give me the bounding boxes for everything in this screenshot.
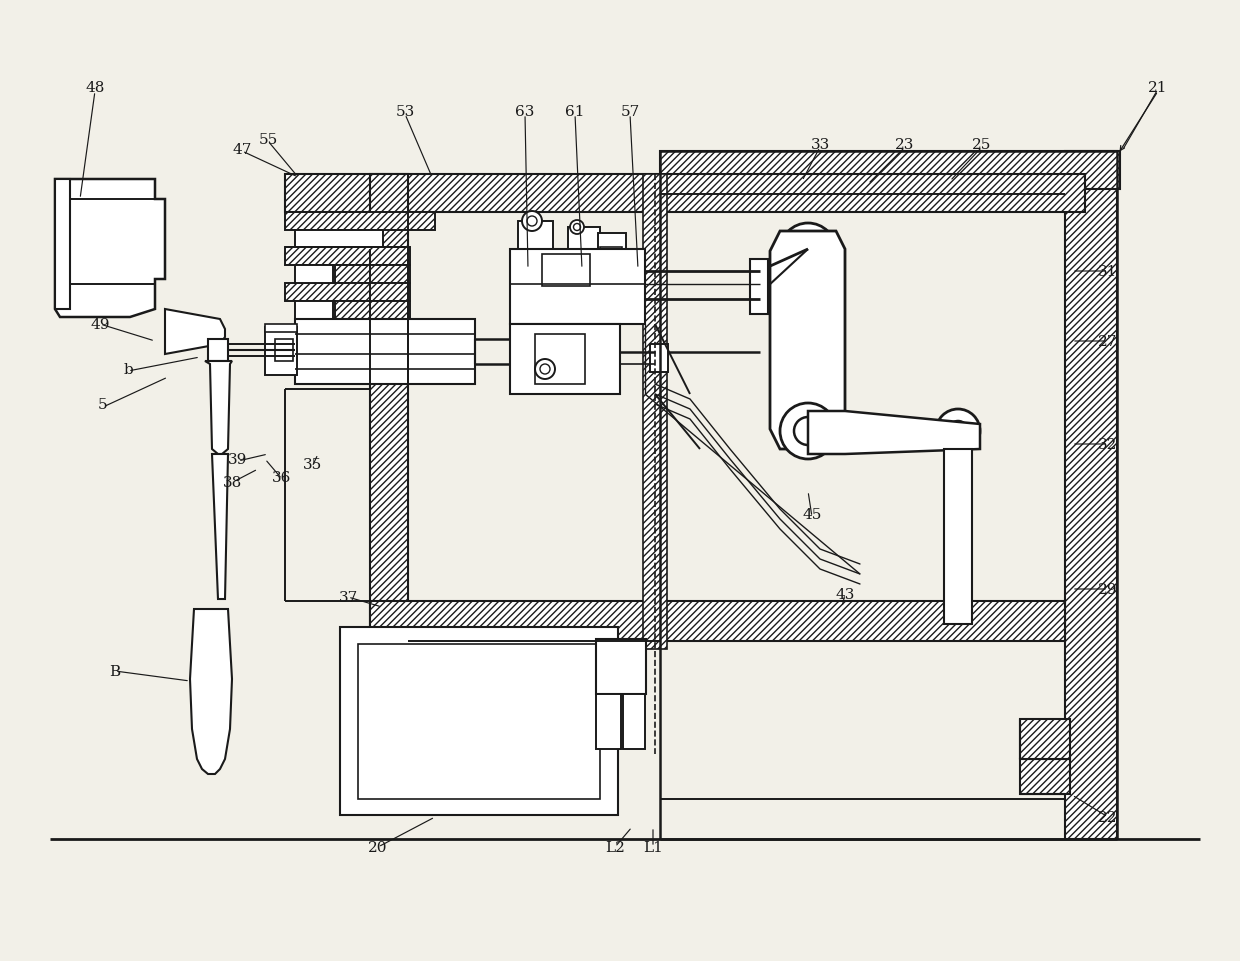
Bar [1021, 759, 1070, 794]
Text: 45: 45 [802, 507, 822, 522]
Text: 48: 48 [86, 81, 104, 95]
Text: 31: 31 [1099, 264, 1117, 279]
Bar [285, 212, 435, 231]
Polygon shape [770, 232, 844, 450]
Bar [600, 248, 622, 262]
Bar [335, 266, 410, 283]
Bar [275, 339, 293, 361]
Bar [534, 334, 585, 384]
Polygon shape [190, 609, 232, 775]
Text: B: B [109, 664, 120, 678]
Circle shape [949, 422, 968, 441]
Bar [208, 339, 228, 361]
Polygon shape [55, 180, 165, 318]
Text: 23: 23 [895, 137, 915, 152]
Bar [944, 450, 972, 625]
Bar [285, 248, 410, 266]
Text: 35: 35 [303, 457, 321, 472]
Polygon shape [212, 455, 228, 600]
Bar [295, 320, 475, 384]
Text: 47: 47 [232, 143, 252, 157]
Text: 25: 25 [972, 137, 992, 152]
Text: 49: 49 [91, 318, 110, 332]
Circle shape [539, 364, 551, 375]
Circle shape [936, 409, 980, 454]
Bar [335, 302, 410, 320]
Text: 38: 38 [223, 476, 243, 489]
Bar [598, 234, 626, 252]
Bar [265, 328, 298, 376]
Text: 22: 22 [1099, 810, 1117, 825]
Bar [510, 250, 645, 325]
Bar [55, 180, 69, 309]
Bar [510, 325, 620, 395]
Text: 32: 32 [1099, 437, 1117, 452]
Circle shape [794, 418, 822, 446]
Circle shape [573, 224, 580, 232]
Bar [660, 152, 1120, 190]
Text: 57: 57 [620, 105, 640, 119]
Text: 20: 20 [368, 840, 388, 854]
Bar [596, 694, 621, 750]
Bar [1065, 152, 1117, 839]
Bar [265, 325, 298, 333]
Text: 5: 5 [98, 398, 108, 411]
Text: 43: 43 [836, 587, 854, 602]
Circle shape [534, 359, 556, 380]
Bar [285, 175, 1085, 212]
Circle shape [794, 237, 822, 266]
Text: L1: L1 [644, 840, 663, 854]
Bar [340, 628, 618, 815]
Bar [295, 266, 334, 283]
Text: 63: 63 [516, 105, 534, 119]
Bar [1021, 719, 1070, 759]
Bar [568, 228, 600, 250]
Text: 21: 21 [1148, 81, 1168, 95]
Bar [542, 255, 590, 286]
Text: 53: 53 [396, 105, 414, 119]
Circle shape [780, 404, 836, 459]
Text: 36: 36 [273, 471, 291, 484]
Bar [370, 602, 1065, 641]
Circle shape [527, 217, 537, 227]
Circle shape [570, 221, 584, 234]
Polygon shape [205, 361, 232, 455]
Text: 29: 29 [1099, 582, 1117, 597]
Text: 37: 37 [339, 590, 357, 604]
Bar [295, 302, 334, 320]
Bar [644, 175, 667, 650]
Text: 27: 27 [1099, 334, 1117, 349]
Bar [622, 694, 645, 750]
Bar [358, 644, 600, 800]
Text: 39: 39 [228, 453, 248, 466]
Bar [596, 639, 646, 694]
Text: 61: 61 [565, 105, 585, 119]
Bar [370, 175, 408, 650]
Bar [750, 259, 768, 314]
Bar [285, 283, 410, 302]
Text: 33: 33 [811, 137, 830, 152]
Circle shape [780, 224, 836, 280]
Text: 55: 55 [258, 133, 278, 147]
Text: b: b [123, 362, 133, 377]
Bar [518, 222, 553, 250]
Polygon shape [165, 309, 224, 355]
Bar [295, 231, 383, 248]
Text: L2: L2 [605, 840, 625, 854]
Polygon shape [808, 411, 980, 455]
Bar [650, 345, 668, 373]
Circle shape [522, 211, 542, 232]
